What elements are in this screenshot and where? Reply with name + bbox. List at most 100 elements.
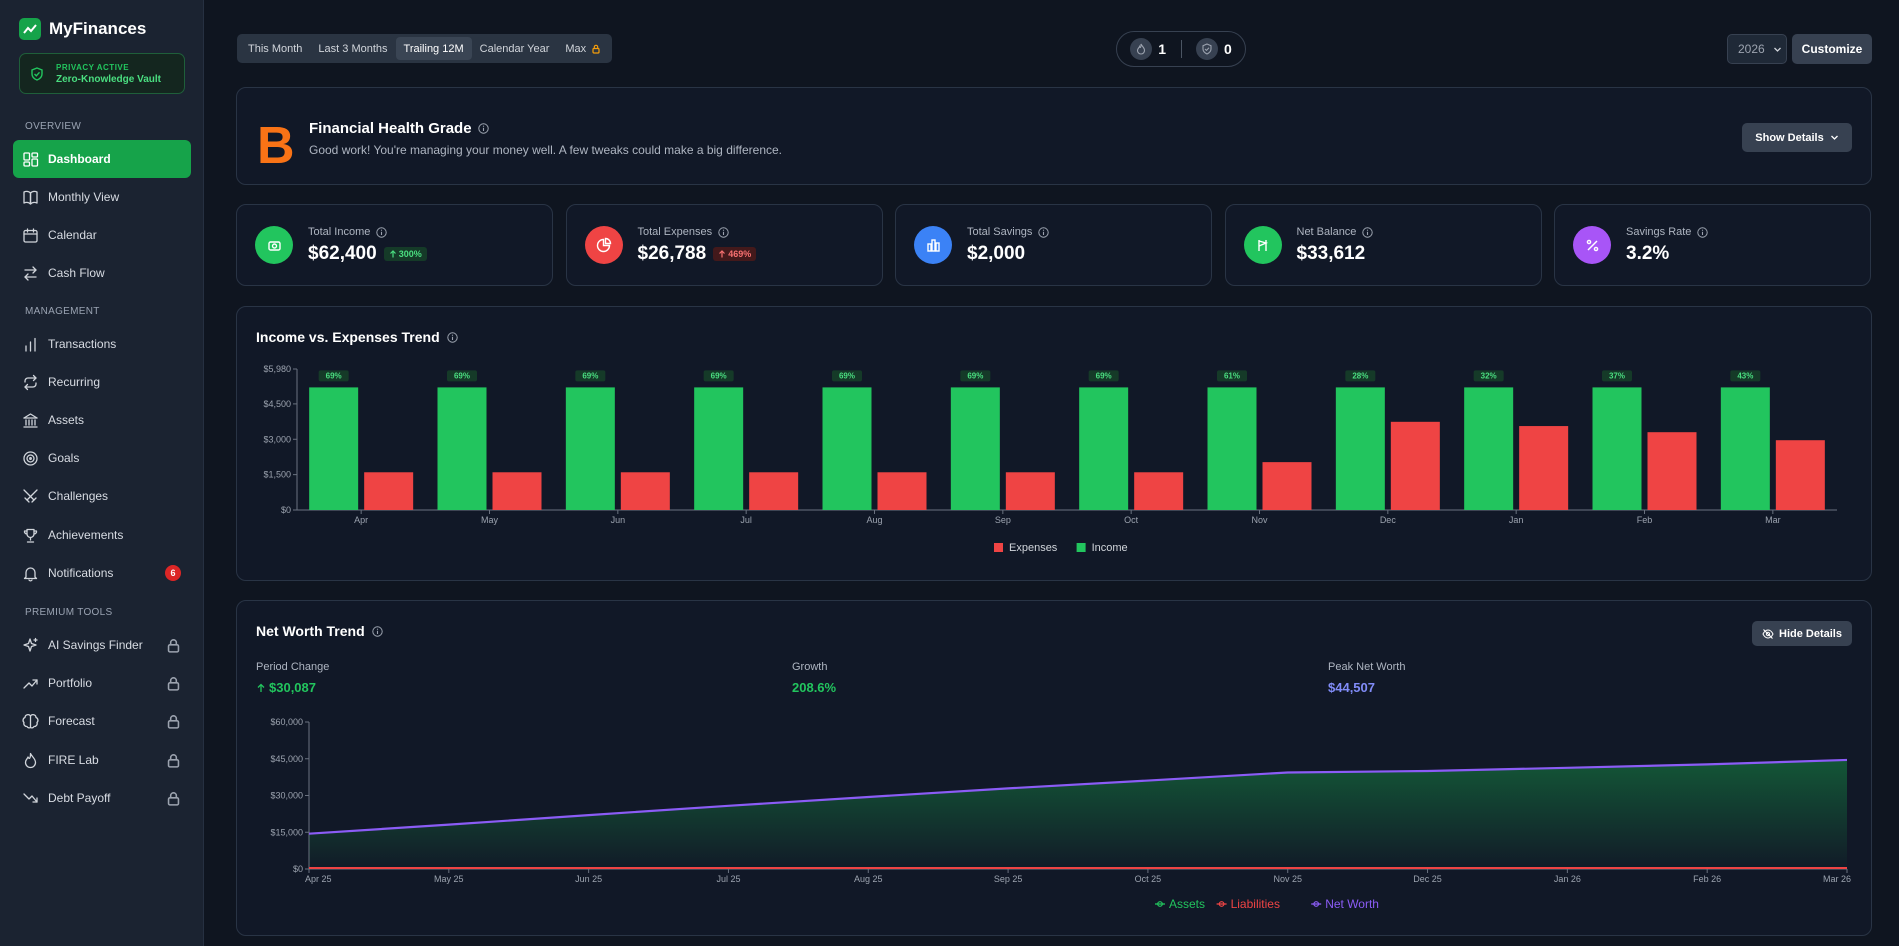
peak-value: $44,507 (1328, 680, 1375, 695)
range-max[interactable]: Max (557, 37, 609, 60)
x-tick-label: Feb (1637, 515, 1653, 525)
sidebar-item-portfolio[interactable]: Portfolio (13, 664, 191, 702)
chevron-down-icon (1773, 47, 1781, 52)
eye-off-icon (1762, 628, 1774, 639)
info-icon[interactable] (446, 331, 458, 343)
sidebar-item-assets[interactable]: Assets (13, 401, 191, 439)
legend-label-income: Income (1092, 542, 1128, 554)
shield-counter: 0 (1195, 38, 1232, 60)
sidebar-item-goals[interactable]: Goals (13, 439, 191, 477)
x-tick-label: Apr (354, 515, 368, 525)
stat-value: $2,000 (967, 243, 1026, 264)
show-details-button[interactable]: Show Details (1742, 123, 1852, 152)
calendar-icon (23, 227, 38, 243)
brand[interactable]: MyFinances (19, 18, 146, 40)
trend-title: Income vs. Expenses Trend (256, 329, 458, 345)
stat-label-row: Total Income (308, 226, 388, 238)
y-tick-label: $0 (293, 864, 303, 874)
info-icon[interactable] (371, 625, 383, 637)
sidebar-item-achievements[interactable]: Achievements (13, 516, 191, 554)
sidebar-item-dashboard[interactable]: Dashboard (13, 140, 191, 178)
peak-net-worth-stat: Peak Net Worth $44,507 (1328, 661, 1405, 695)
sidebar-item-monthly-view[interactable]: Monthly View (13, 178, 191, 216)
year-value: 2026 (1738, 42, 1765, 56)
income-bar (1335, 387, 1385, 510)
info-icon[interactable] (1362, 226, 1374, 238)
dashboard-icon (23, 151, 39, 167)
legend-swatch-expenses (994, 543, 1003, 552)
x-tick-label: Jan (1509, 515, 1524, 525)
savings-rate-label: 43% (1737, 371, 1753, 380)
range-max-label: Max (565, 42, 587, 55)
range-last-3-months[interactable]: Last 3 Months (318, 42, 388, 55)
stat-label: Net Balance (1296, 226, 1357, 238)
x-tick-label: Sep (995, 515, 1011, 525)
lock-icon (167, 753, 180, 768)
income-expenses-card: Income vs. Expenses Trend $0 $1,500 $3,000… (236, 306, 1872, 581)
sidebar-item-cash-flow[interactable]: Cash Flow (13, 254, 191, 292)
streak-counters[interactable]: 1 0 (1116, 31, 1246, 67)
range-trailing-12m[interactable]: Trailing 12M (395, 37, 472, 60)
stat-label: Total Income (308, 226, 371, 238)
expense-bar (1390, 421, 1440, 510)
savings-rate-label-bg (832, 370, 862, 382)
networth-title: Net Worth Trend (256, 623, 383, 639)
notification-count-badge: 6 (165, 565, 181, 581)
stat-value-row: $2,000 (967, 243, 1025, 265)
legend-label-expenses: Expenses (1009, 542, 1058, 554)
savings-rate-label-bg (447, 370, 477, 382)
sidebar-item-debt-payoff[interactable]: Debt Payoff (13, 779, 191, 817)
period-change-value-row: $30,087 (256, 680, 329, 695)
y-tick-label: $4,500 (263, 399, 291, 409)
info-icon[interactable] (1038, 226, 1050, 238)
health-grade-card: B Financial Health Grade Good work! You'… (236, 87, 1872, 185)
savings-rate-label-bg (575, 370, 606, 382)
income-bar (1720, 387, 1770, 510)
sidebar-item-label: Portfolio (48, 676, 93, 690)
sidebar-item-recurring[interactable]: Recurring (13, 363, 191, 401)
sidebar-item-ai-savings-finder[interactable]: AI Savings Finder (13, 626, 191, 664)
lock-icon (167, 676, 180, 691)
sidebar-item-transactions[interactable]: Transactions (13, 325, 191, 363)
sidebar-item-calendar[interactable]: Calendar (13, 216, 191, 254)
period-change-value: $30,087 (269, 680, 316, 695)
trending-down-icon (23, 792, 38, 803)
streak-count: 1 (1158, 41, 1167, 57)
sidebar-item-forecast[interactable]: Forecast (13, 702, 191, 740)
growth-value: 208.6% (792, 680, 837, 695)
customize-button[interactable]: Customize (1792, 34, 1872, 64)
sidebar-item-label: Calendar (48, 228, 97, 242)
legend-label-assets: Assets (1169, 897, 1205, 911)
x-tick-label: Aug (866, 515, 882, 525)
range-calendar-year[interactable]: Calendar Year (479, 42, 550, 55)
y-tick-label: $30,000 (270, 791, 303, 801)
lock-icon (167, 791, 180, 806)
peak-label: Peak Net Worth (1328, 661, 1406, 673)
x-tick-label: Jul 25 (716, 874, 740, 884)
info-icon[interactable] (1697, 226, 1709, 238)
change-value: 469% (728, 249, 752, 259)
savings-rate-label-bg (318, 370, 349, 382)
savings-rate-label-bg (1217, 370, 1247, 382)
app-name: MyFinances (49, 19, 147, 38)
bank-icon (23, 412, 38, 428)
hide-details-button[interactable]: Hide Details (1752, 621, 1852, 646)
year-select[interactable]: 2026 (1727, 34, 1787, 64)
sidebar-item-challenges[interactable]: Challenges (13, 477, 191, 515)
info-icon[interactable] (718, 226, 729, 238)
range-this-month[interactable]: This Month (248, 42, 303, 55)
brain-icon (22, 713, 39, 728)
info-icon[interactable] (477, 123, 489, 134)
info-icon[interactable] (376, 226, 388, 238)
x-tick-label: Nov (1251, 515, 1268, 525)
savings-rate-label-bg (960, 370, 991, 382)
repeat-icon (24, 374, 37, 390)
sidebar-item-notifications[interactable]: Notifications 6 (13, 554, 191, 592)
stat-card-total-expenses: Total Expenses $26,788 469% (565, 204, 883, 286)
sidebar-item-fire-lab[interactable]: FIRE Lab (13, 741, 191, 779)
income-bar (1079, 387, 1129, 510)
stat-value: $62,400 (308, 243, 377, 264)
percent-icon (1573, 226, 1611, 264)
sidebar-item-label: Debt Payoff (48, 791, 111, 805)
chevron-down-icon (1830, 135, 1838, 140)
